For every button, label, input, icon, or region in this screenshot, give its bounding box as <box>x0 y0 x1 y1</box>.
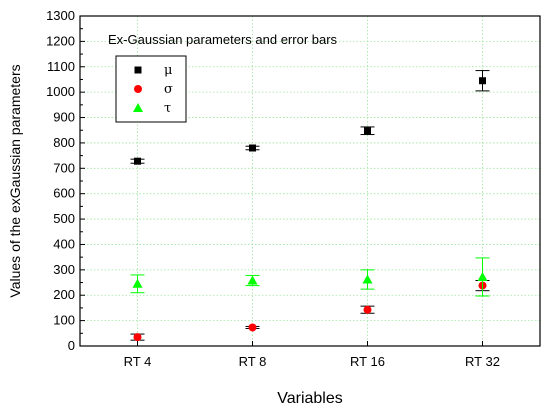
x-tick-label: RT 32 <box>465 354 500 369</box>
y-tick-label: 600 <box>53 186 75 201</box>
y-tick-label: 1200 <box>46 33 75 48</box>
legend-label: μ <box>164 63 172 78</box>
y-tick-label: 200 <box>53 287 75 302</box>
y-tick-label: 800 <box>53 135 75 150</box>
data-point <box>362 274 373 284</box>
legend-box <box>115 55 187 123</box>
data-point <box>132 278 143 288</box>
chart-title: Ex-Gaussian parameters and error bars <box>108 32 338 47</box>
y-tick-label: 1300 <box>46 8 75 23</box>
x-tick-label: RT 4 <box>124 354 152 369</box>
legend: μστ <box>115 55 187 123</box>
data-point <box>477 271 488 281</box>
y-axis: 0 100 200 300 400 500 600 700 800 900 1000 1100 1200… <box>46 8 85 353</box>
data-point <box>247 275 258 285</box>
y-tick-label: 400 <box>53 236 75 251</box>
y-tick-label: 500 <box>53 211 75 226</box>
legend-label: τ <box>164 101 171 116</box>
series-2 <box>130 257 490 297</box>
y-tick-label: 1100 <box>47 59 75 74</box>
data-point <box>364 127 371 135</box>
y-tick-label: 1000 <box>46 84 75 99</box>
series-0 <box>130 70 490 165</box>
legend-marker <box>134 85 142 93</box>
data-marks <box>130 70 490 342</box>
y-tick-label: 700 <box>53 160 75 175</box>
y-tick-label: 900 <box>53 110 75 125</box>
data-point <box>479 77 486 85</box>
y-axis-title: Values of the exGaussian parameters <box>7 64 23 297</box>
series-1 <box>130 280 490 342</box>
data-point <box>134 157 141 165</box>
x-axis-title: Variables <box>277 390 343 407</box>
y-tick-label: 300 <box>53 262 75 277</box>
x-tick-label: RT 16 <box>350 354 385 369</box>
legend-marker <box>134 66 142 74</box>
legend-label: σ <box>164 82 173 97</box>
x-axis: RT 4 RT 8 RT 16 RT 32 <box>124 341 500 369</box>
y-tick-label: 0 <box>68 338 75 353</box>
data-point <box>133 333 142 342</box>
legend-marker <box>133 103 143 112</box>
data-point <box>248 323 257 332</box>
y-tick-label: 100 <box>53 313 75 328</box>
grid <box>80 16 540 346</box>
x-tick-label: RT 8 <box>239 354 267 369</box>
data-point <box>249 144 256 152</box>
data-point <box>363 305 372 314</box>
